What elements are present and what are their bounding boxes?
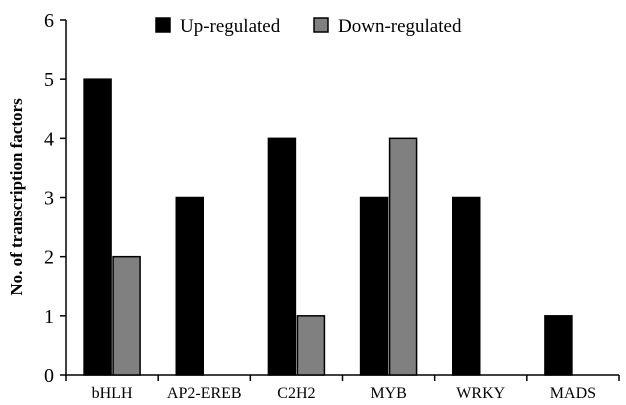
category-label: C2H2 [277, 385, 315, 402]
legend: Up-regulated Down-regulated [155, 16, 462, 37]
y-tick-label: 6 [44, 10, 54, 32]
x-axis-ticks: bHLH AP2-EREB C2H2 MYB WRKY MADS [65, 375, 620, 402]
y-tick-label: 4 [44, 128, 54, 150]
y-tick-label: 3 [44, 188, 54, 210]
category-label: bHLH [92, 385, 133, 402]
bar-up-regulated-c2h2 [267, 137, 297, 376]
legend-label: Up-regulated [180, 16, 281, 37]
bar-up-regulated-ap2-ereb [175, 196, 204, 376]
bar-up-regulated-wrky [452, 196, 481, 376]
legend-label: Down-regulated [338, 16, 462, 37]
y-axis-title: No. of transcription factors [7, 98, 26, 296]
bars [83, 78, 573, 376]
legend-swatch [313, 17, 329, 33]
bar-down-regulated-myb [388, 137, 418, 376]
category-label: MADS [550, 385, 596, 402]
legend-swatch [155, 17, 171, 33]
y-tick-label: 2 [44, 247, 54, 269]
category-label: WRKY [456, 385, 505, 402]
y-axis-ticks: 0 1 2 3 4 5 6 [44, 10, 66, 387]
bar-up-regulated-mads [544, 315, 573, 376]
y-tick-label: 1 [44, 306, 54, 328]
category-label: AP2-EREB [167, 385, 242, 402]
bar-down-regulated-c2h2 [296, 315, 326, 376]
y-tick-label: 0 [44, 365, 54, 387]
bar-up-regulated-bhlh [83, 78, 112, 376]
bar-up-regulated-myb [359, 196, 389, 376]
bar-down-regulated-bhlh [112, 255, 141, 376]
y-tick-label: 5 [44, 69, 54, 91]
category-label: MYB [370, 385, 406, 402]
